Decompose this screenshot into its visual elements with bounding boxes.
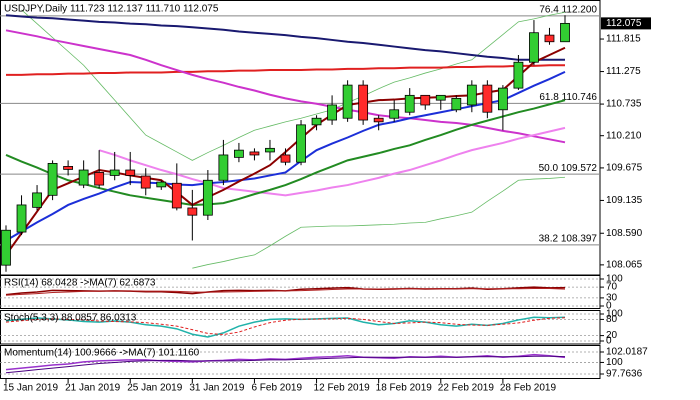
candle-body: [249, 151, 260, 156]
indicator-line: [5, 355, 566, 374]
x-tick-label: 31 Jan 2019: [189, 383, 244, 394]
y-tick-label: 80: [606, 314, 618, 325]
stoch-title: Stoch(5,3,3) 88.0857 86.0313: [4, 313, 137, 324]
fib-label: 50.0 109.572: [539, 163, 598, 174]
candle-body: [373, 117, 384, 123]
y-tick-label: 20: [606, 330, 618, 341]
indicator-line: [192, 176, 566, 269]
y-tick-label: 30: [606, 293, 618, 304]
candle-body: [466, 84, 477, 106]
candle-body: [560, 22, 570, 43]
candle-body: [125, 169, 136, 176]
indicator-line: [5, 316, 566, 338]
candle-body: [296, 124, 306, 163]
candle-body: [482, 84, 493, 113]
candle-body: [32, 192, 42, 208]
candle-body: [63, 166, 74, 170]
candle-body: [435, 94, 446, 101]
y-tick-label: 102.0187: [606, 347, 648, 358]
y-tick-label: 108.590: [606, 228, 643, 239]
current-price-box: [601, 17, 651, 30]
y-tick-label: 0: [606, 336, 612, 347]
x-tick-label: 6 Feb 2019: [251, 383, 302, 394]
y-tick-label: 70: [606, 282, 618, 293]
candle-body: [47, 162, 58, 196]
x-tick-label: 15 Jan 2019: [3, 383, 58, 394]
y-tick-label: 0: [606, 301, 612, 312]
indicator-line: [5, 14, 565, 61]
candle-body: [109, 169, 120, 176]
candle-body: [156, 181, 167, 188]
candle-body: [16, 204, 27, 233]
y-tick-label: 108.065: [606, 260, 643, 271]
rsi-title: RSI(14) 68.0428 ->MA(7) 62.6873: [4, 278, 156, 289]
fib-label: 76.4 112.200: [539, 4, 597, 15]
candle-body: [311, 117, 322, 126]
x-tick-label: 21 Jan 2019: [65, 383, 120, 394]
momentum-title: Momentum(14) 100.9666 ->MA(7) 101.1160: [4, 348, 200, 359]
candle-body: [187, 207, 198, 216]
fib-label: 38.2 108.397: [539, 234, 598, 245]
candle-body: [529, 32, 539, 63]
candle-body: [1, 229, 11, 266]
y-tick-label: 110.735: [606, 99, 642, 110]
x-tick-label: 12 Feb 2019: [314, 383, 371, 394]
indicator-line: [6, 64, 565, 76]
y-tick-label: 100: [606, 357, 623, 368]
y-tick-label: 97.7636: [606, 369, 643, 380]
indicator-line: [5, 317, 566, 336]
candle-body: [280, 154, 291, 163]
x-tick-label: 18 Feb 2019: [376, 383, 433, 394]
candle-body: [78, 169, 89, 186]
y-tick-label: 100: [606, 309, 623, 320]
candle-body: [202, 179, 213, 216]
fib-label: 61.8 110.746: [539, 92, 597, 103]
candle-body: [497, 87, 508, 111]
y-tick-label: 109.135: [606, 195, 643, 206]
stoch-frame: [0, 310, 601, 345]
x-tick-label: 22 Feb 2019: [438, 383, 495, 394]
candle-body: [234, 149, 244, 158]
candle-body: [140, 175, 151, 189]
candle-body: [420, 94, 431, 106]
current-price-label: 112.075: [606, 18, 642, 29]
candle-body: [389, 109, 400, 119]
candle-body: [171, 182, 182, 209]
candle-body: [404, 94, 415, 113]
y-tick-label: 111.815: [606, 34, 641, 45]
indicator-line: [5, 287, 566, 296]
candle-body: [513, 61, 524, 89]
y-tick-label: 110.210: [606, 130, 642, 141]
y-tick-label: 100: [606, 274, 623, 285]
indicator-line: [21, 9, 566, 161]
y-tick-label: 111.275: [606, 66, 641, 77]
candle-body: [358, 84, 369, 121]
x-tick-label: 28 Feb 2019: [500, 383, 557, 394]
indicator-line: [5, 99, 566, 206]
x-tick-label: 25 Jan 2019: [127, 383, 182, 394]
rsi-frame: [0, 275, 601, 309]
candle-body: [265, 147, 275, 153]
candle-body: [218, 154, 229, 181]
plot-layer: 111.815 111.275 110.735 110.210 109.675 109.1…: [0, 4, 651, 394]
candle-body: [451, 97, 462, 111]
candle-body: [342, 84, 353, 119]
candle-body: [544, 34, 555, 43]
chart-title: USDJPY,Daily 111.723 112.137 111.710 112…: [4, 4, 219, 15]
candle-body: [94, 172, 105, 186]
candle-body: [327, 104, 337, 121]
y-tick-label: 109.675: [606, 163, 643, 174]
